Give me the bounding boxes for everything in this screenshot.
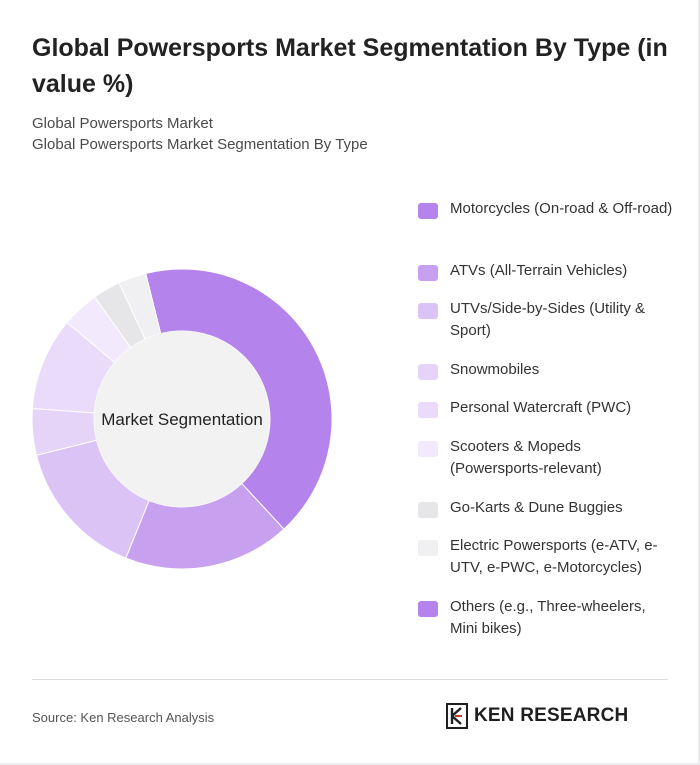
legend-label: Electric Powersports (e-ATV, e-UTV, e-PW…: [450, 537, 658, 576]
legend-swatch: [418, 364, 438, 380]
legend-swatch: [418, 402, 438, 418]
legend-swatch: [418, 540, 438, 556]
legend-item-8[interactable]: Others (e.g., Three-wheelers, Mini bikes…: [418, 596, 674, 640]
subtitle-line-market: Global Powersports Market: [32, 115, 213, 132]
legend-label: Motorcycles (On-road & Off-road): [450, 200, 673, 217]
legend-label: Others (e.g., Three-wheelers, Mini bikes…: [450, 598, 646, 637]
legend-label: Scooters & Mopeds (Powersports-relevant): [450, 438, 602, 477]
legend-swatch: [418, 441, 438, 457]
legend-item-6[interactable]: Go-Karts & Dune Buggies: [418, 497, 674, 519]
legend-item-5[interactable]: Scooters & Mopeds (Powersports-relevant): [418, 436, 674, 480]
legend-swatch: [418, 502, 438, 518]
legend-swatch: [418, 601, 438, 617]
legend-swatch: [418, 265, 438, 281]
legend-label: ATVs (All-Terrain Vehicles): [450, 262, 628, 279]
ken-research-logo: KEN RESEARCH: [446, 703, 628, 729]
legend-item-3[interactable]: Snowmobiles: [418, 359, 674, 381]
donut-chart: Market Segmentation: [31, 268, 333, 570]
donut-center-label: Market Segmentation: [101, 410, 263, 429]
chart-title: Global Powersports Market Segmentation B…: [32, 34, 668, 98]
ken-research-logo-text: KEN RESEARCH: [474, 705, 629, 726]
legend-item-1[interactable]: ATVs (All-Terrain Vehicles): [418, 260, 674, 282]
subtitle-line-segmentation: Global Powersports Market Segmentation B…: [32, 136, 368, 153]
legend-item-2[interactable]: UTVs/Side-by-Sides (Utility & Sport): [418, 298, 674, 342]
legend-swatch: [418, 303, 438, 319]
legend-swatch: [418, 203, 438, 219]
legend-item-4[interactable]: Personal Watercraft (PWC): [418, 397, 674, 419]
ken-research-logo-icon: [446, 703, 468, 729]
legend-label: Personal Watercraft (PWC): [450, 399, 632, 416]
legend-item-7[interactable]: Electric Powersports (e-ATV, e-UTV, e-PW…: [418, 535, 674, 579]
legend-label: Go-Karts & Dune Buggies: [450, 499, 623, 516]
donut-center: [94, 331, 270, 507]
footer-divider: [32, 679, 668, 680]
legend-label: Snowmobiles: [450, 361, 540, 378]
chart-subtitle: Global Powersports Market Global Powersp…: [32, 113, 368, 155]
source-note: Source: Ken Research Analysis: [32, 710, 215, 725]
legend-label: UTVs/Side-by-Sides (Utility & Sport): [450, 300, 646, 339]
legend-item-0[interactable]: Motorcycles (On-road & Off-road): [418, 198, 674, 220]
